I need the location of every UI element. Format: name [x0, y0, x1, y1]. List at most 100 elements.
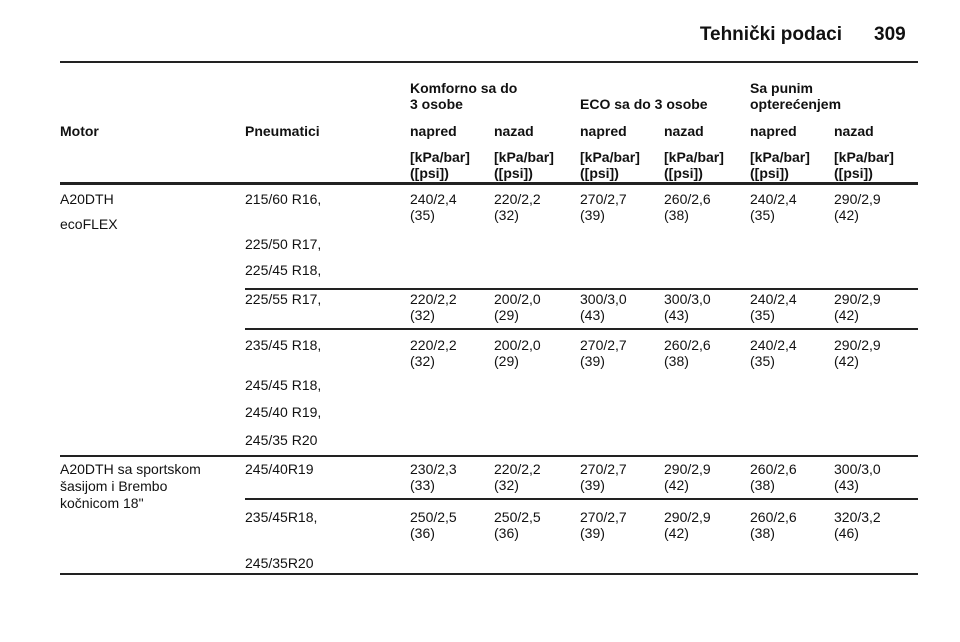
- column-header: Motor: [60, 123, 99, 139]
- pressure-value: (29): [494, 307, 519, 323]
- pressure-value: (42): [664, 477, 689, 493]
- column-header: nazad: [494, 123, 534, 139]
- tire-size: 225/50 R17,: [245, 236, 322, 252]
- column-header: nazad: [664, 123, 704, 139]
- pressure-value: (43): [834, 477, 859, 493]
- pressure-value: 300/3,0: [664, 291, 711, 307]
- tire-size: 245/35R20: [245, 555, 314, 571]
- column-header: napred: [580, 123, 627, 139]
- unit-label: [kPa/bar]: [664, 149, 724, 165]
- pressure-value: (39): [580, 207, 605, 223]
- group-header: Sa punim: [750, 80, 814, 96]
- column-header: nazad: [834, 123, 874, 139]
- pressure-value: 240/2,4: [410, 191, 457, 207]
- pressure-value: (39): [580, 477, 605, 493]
- pressure-value: (35): [750, 307, 775, 323]
- group-header: opterećenjem: [750, 96, 842, 112]
- tire-size: 235/45 R18,: [245, 337, 322, 353]
- unit-label: [kPa/bar]: [750, 149, 810, 165]
- pressure-value: (42): [834, 207, 859, 223]
- pressure-value: (42): [834, 307, 859, 323]
- rule: [245, 498, 918, 500]
- pressure-value: 270/2,7: [580, 461, 627, 477]
- page-title: Tehnički podaci: [699, 24, 842, 45]
- unit-label: ([psi]): [834, 165, 873, 181]
- unit-label: [kPa/bar]: [410, 149, 470, 165]
- tire-size: 225/45 R18,: [245, 262, 322, 278]
- pressure-value: 270/2,7: [580, 509, 627, 525]
- pressure-value: 290/2,9: [834, 291, 881, 307]
- pressure-value: (32): [410, 353, 435, 369]
- column-header: Pneumatici: [245, 123, 320, 139]
- pressure-value: (32): [494, 477, 519, 493]
- rule: [245, 288, 918, 290]
- rule: [60, 182, 918, 185]
- unit-label: ([psi]): [410, 165, 449, 181]
- unit-label: [kPa/bar]: [580, 149, 640, 165]
- pressure-value: 240/2,4: [750, 191, 797, 207]
- pressure-value: 290/2,9: [834, 191, 881, 207]
- pressure-value: 220/2,2: [410, 291, 457, 307]
- pressure-value: (29): [494, 353, 519, 369]
- pressure-value: 290/2,9: [834, 337, 881, 353]
- motor: A20DTH: [60, 191, 114, 207]
- pressure-value: (43): [664, 307, 689, 323]
- unit-label: ([psi]): [664, 165, 703, 181]
- pressure-value: 300/3,0: [580, 291, 627, 307]
- pressure-value: (36): [494, 525, 519, 541]
- pressure-value: 260/2,6: [664, 191, 711, 207]
- pressure-value: (39): [580, 353, 605, 369]
- tire-size: 245/45 R18,: [245, 377, 322, 393]
- pressure-value: 230/2,3: [410, 461, 457, 477]
- pressure-value: 260/2,6: [750, 461, 797, 477]
- rule: [60, 455, 918, 457]
- pressure-value: 290/2,9: [664, 461, 711, 477]
- pressure-value: (32): [410, 307, 435, 323]
- tire-size: 245/40 R19,: [245, 404, 322, 420]
- pressure-value: (36): [410, 525, 435, 541]
- motor: ecoFLEX: [60, 216, 118, 232]
- pressure-value: (38): [750, 477, 775, 493]
- pressure-value: (38): [664, 207, 689, 223]
- pressure-value: (35): [750, 353, 775, 369]
- pressure-value: 200/2,0: [494, 337, 541, 353]
- pressure-value: 270/2,7: [580, 337, 627, 353]
- pressure-value: 260/2,6: [750, 509, 797, 525]
- pressure-value: (35): [750, 207, 775, 223]
- pressure-value: 200/2,0: [494, 291, 541, 307]
- motor: A20DTH sa sportskom: [60, 461, 201, 477]
- pressure-value: 300/3,0: [834, 461, 881, 477]
- rule: [245, 328, 918, 330]
- unit-label: ([psi]): [580, 165, 619, 181]
- pressure-value: (42): [664, 525, 689, 541]
- pressure-value: (35): [410, 207, 435, 223]
- motor: kočnicom 18": [60, 495, 144, 511]
- pressure-value: 220/2,2: [494, 461, 541, 477]
- column-header: napred: [410, 123, 457, 139]
- tire-size: 215/60 R16,: [245, 191, 322, 207]
- pressure-value: (39): [580, 525, 605, 541]
- rule: [60, 61, 918, 63]
- unit-label: [kPa/bar]: [494, 149, 554, 165]
- pressure-value: 260/2,6: [664, 337, 711, 353]
- motor: šasijom i Brembo: [60, 478, 168, 494]
- rule: [60, 573, 918, 575]
- tire-size: 225/55 R17,: [245, 291, 322, 307]
- unit-label: ([psi]): [494, 165, 533, 181]
- pressure-value: 240/2,4: [750, 291, 797, 307]
- pressure-value: (42): [834, 353, 859, 369]
- pressure-value: 320/3,2: [834, 509, 881, 525]
- pressure-value: 240/2,4: [750, 337, 797, 353]
- pressure-value: 270/2,7: [580, 191, 627, 207]
- pressure-value: (43): [580, 307, 605, 323]
- pressure-value: 220/2,2: [494, 191, 541, 207]
- group-header: 3 osobe: [410, 96, 463, 112]
- unit-label: [kPa/bar]: [834, 149, 894, 165]
- pressure-value: (38): [664, 353, 689, 369]
- tire-size: 235/45R18,: [245, 509, 318, 525]
- group-header: ECO sa do 3 osobe: [580, 96, 708, 112]
- pressure-value: (32): [494, 207, 519, 223]
- pressure-value: 250/2,5: [410, 509, 457, 525]
- column-header: napred: [750, 123, 797, 139]
